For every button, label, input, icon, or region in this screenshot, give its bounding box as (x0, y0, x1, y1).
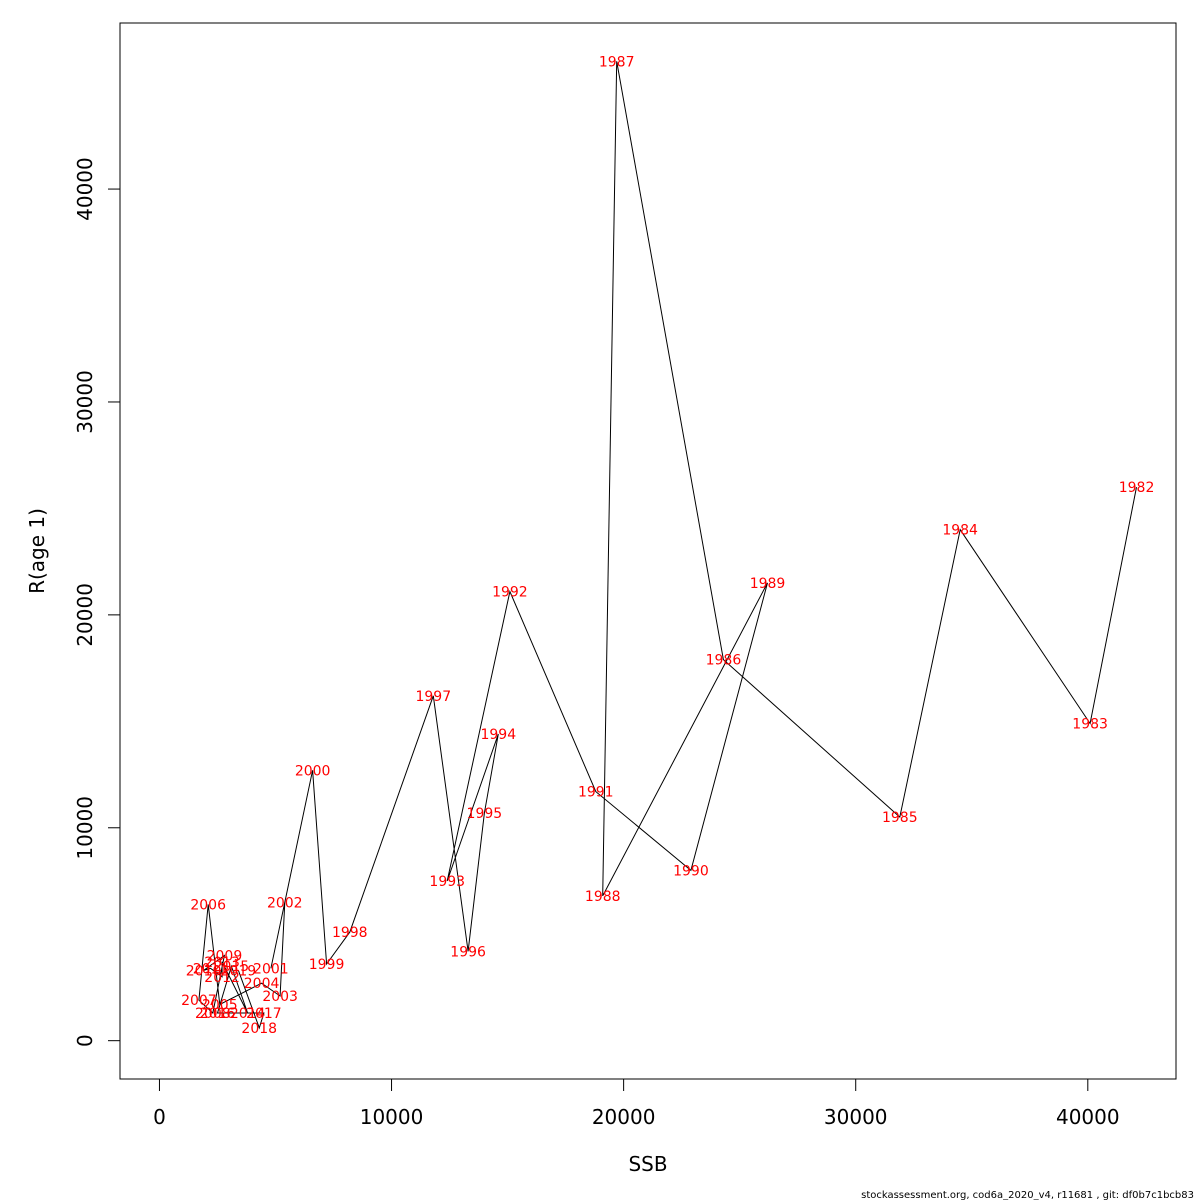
point-label-2004: 2004 (244, 976, 280, 992)
point-label-2018: 2018 (241, 1021, 277, 1037)
point-labels: 1982 1983 1984 1985 1986 1987 1988 1989 1990 1991… (181, 54, 1154, 1037)
point-label-1987: 1987 (599, 54, 635, 70)
point-label-2011: 2011 (193, 961, 229, 977)
point-label-1993: 1993 (429, 874, 465, 890)
point-label-1992: 1992 (492, 584, 528, 600)
point-label-1994: 1994 (480, 727, 516, 743)
plot-frame (119, 22, 1177, 1080)
point-label-1988: 1988 (585, 889, 621, 905)
point-label-2010: 2010 (186, 963, 222, 979)
x-axis: 0 10000 20000 30000 40000 (153, 1078, 1120, 1129)
point-label-1989: 1989 (750, 576, 786, 592)
point-label-2012: 2012 (204, 970, 240, 986)
point-label-1983: 1983 (1072, 716, 1108, 732)
y-tick-label: 40000 (73, 157, 97, 221)
y-tick-label: 30000 (73, 370, 97, 434)
x-tick-label: 20000 (592, 1105, 656, 1129)
y-tick-label: 20000 (73, 583, 97, 647)
x-tick-label: 30000 (824, 1105, 888, 1129)
x-tick-label: 10000 (360, 1105, 424, 1129)
point-label-2013: 2013 (204, 955, 240, 971)
point-label-1999: 1999 (309, 957, 345, 973)
point-label-2019: 2019 (221, 963, 257, 979)
y-tick-label: 10000 (73, 796, 97, 860)
point-label-2007: 2007 (181, 993, 217, 1009)
series-path (198, 61, 1137, 1030)
point-label-2008: 2008 (195, 1006, 231, 1022)
point-label-2014: 2014 (230, 1006, 266, 1022)
point-label-2003: 2003 (262, 989, 298, 1005)
point-label-2015: 2015 (214, 959, 250, 975)
point-label-1990: 1990 (673, 863, 709, 879)
point-label-2017: 2017 (246, 1006, 282, 1022)
point-label-1982: 1982 (1119, 480, 1155, 496)
y-axis-title: R(age 1) (25, 508, 49, 594)
point-label-2000: 2000 (295, 763, 331, 779)
series-line (198, 61, 1137, 1030)
y-tick-label: 0 (73, 1034, 97, 1047)
point-label-2009: 2009 (207, 949, 243, 965)
point-label-1995: 1995 (467, 806, 503, 822)
x-tick-label: 40000 (1056, 1105, 1120, 1129)
point-label-2006: 2006 (190, 897, 226, 913)
point-label-2016: 2016 (200, 1006, 236, 1022)
point-label-1984: 1984 (942, 523, 978, 539)
point-label-2002: 2002 (267, 895, 303, 911)
point-label-1991: 1991 (578, 785, 614, 801)
point-label-2005: 2005 (202, 997, 238, 1013)
point-label-1996: 1996 (450, 944, 486, 960)
point-label-1997: 1997 (415, 689, 451, 705)
x-axis-title: SSB (628, 1152, 667, 1176)
x-tick-label: 0 (153, 1105, 166, 1129)
point-label-1998: 1998 (332, 925, 368, 941)
footer-note: stockassessment.org, cod6a_2020_v4, r116… (861, 1190, 1194, 1200)
y-axis: 0 10000 20000 30000 40000 (73, 157, 121, 1047)
point-label-2001: 2001 (253, 961, 289, 977)
point-label-1985: 1985 (882, 810, 918, 826)
point-label-1986: 1986 (706, 653, 742, 669)
